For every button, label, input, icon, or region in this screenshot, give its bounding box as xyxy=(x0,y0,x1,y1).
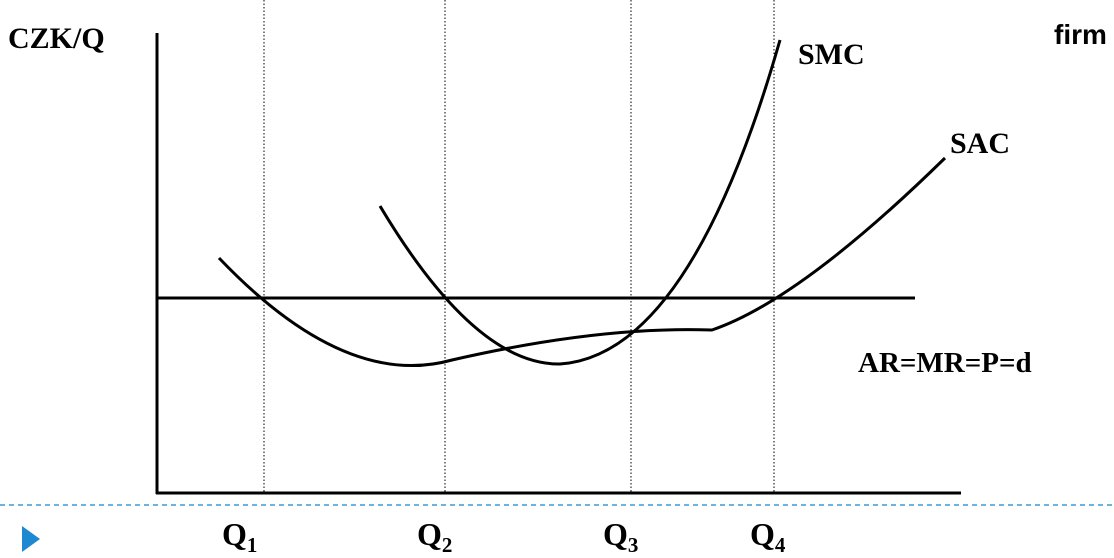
triangle-right-icon xyxy=(22,526,40,552)
sac-label: SAC xyxy=(950,127,1010,160)
smc-curve xyxy=(378,39,782,366)
quantity-labels: Q1 Q2 Q3 Q4 xyxy=(222,516,786,557)
q4-label: Q4 xyxy=(750,516,786,557)
q2-label: Q2 xyxy=(417,516,452,557)
smc-label: SMC xyxy=(798,38,865,71)
axes xyxy=(155,33,961,495)
y-axis-label: CZK/Q xyxy=(8,22,105,55)
title-fragment: firm xyxy=(1054,19,1107,50)
sac-curve xyxy=(217,156,947,368)
demand-label: AR=MR=P=d xyxy=(858,347,1032,379)
quantity-guides xyxy=(263,0,775,493)
q3-label: Q3 xyxy=(603,516,638,557)
q1-label: Q1 xyxy=(222,516,257,557)
